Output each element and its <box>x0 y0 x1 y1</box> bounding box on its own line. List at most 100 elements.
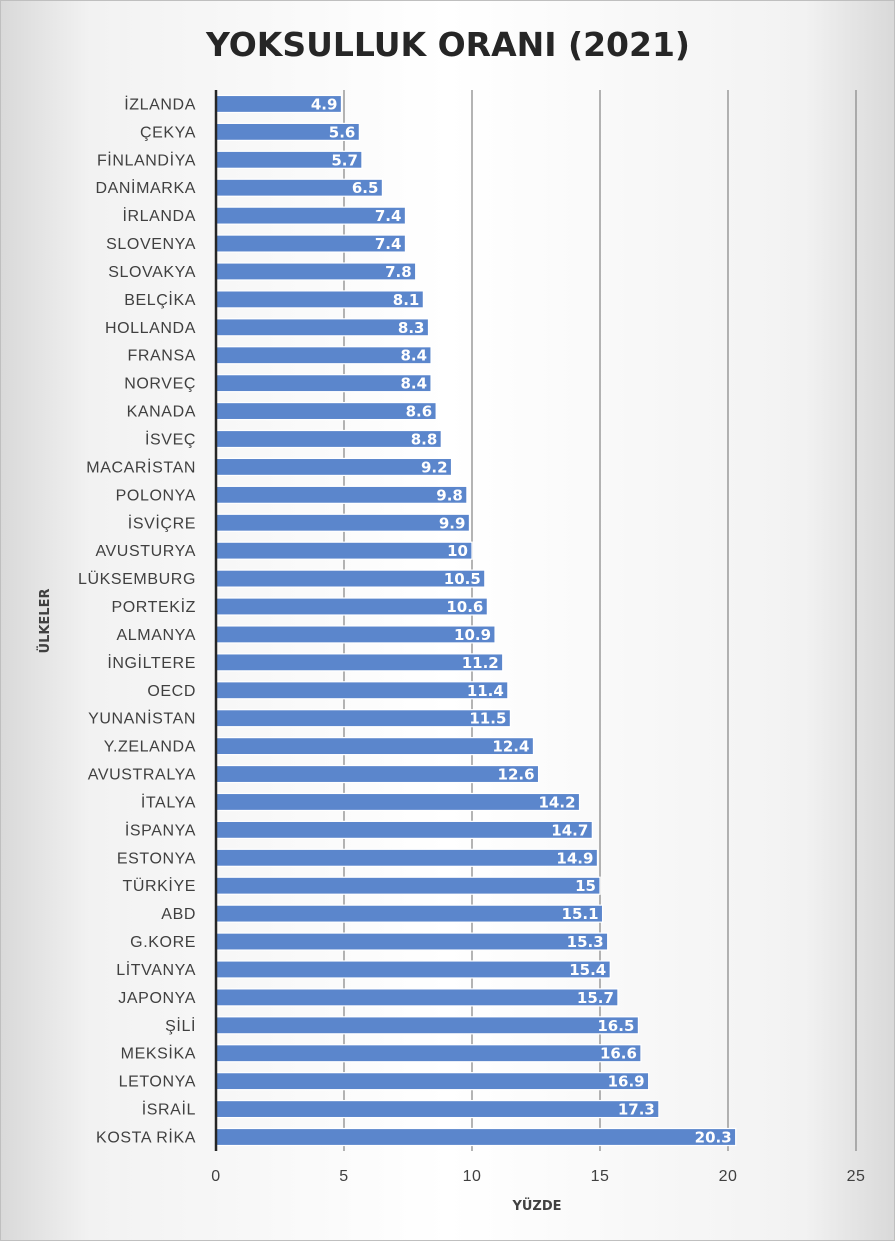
category-label: LİTVANYA <box>116 960 196 979</box>
bars: 4.9 5.6 5.7 6.5 7.4 7.4 7.8 8.1 8.3 8.4 8.4 8.6 8.8 9… <box>215 94 737 1147</box>
data-label: 15 <box>575 877 596 895</box>
category-label: İTALYA <box>141 792 196 811</box>
category-label: AVUSTURYA <box>95 543 196 560</box>
bar <box>215 932 609 951</box>
bar <box>215 1072 650 1091</box>
data-label: 16.6 <box>600 1045 637 1063</box>
bar <box>215 318 430 337</box>
category-label: TÜRKİYE <box>122 876 196 895</box>
category-label: MEKSİKA <box>121 1044 196 1063</box>
data-label: 11.5 <box>469 710 506 728</box>
data-label: 4.9 <box>311 95 338 113</box>
category-labels: İZLANDA ÇEKYA FİNLANDİYA DANİMARKA İRLANDA SL… <box>78 94 197 1146</box>
x-tick-label: 10 <box>463 1168 482 1185</box>
category-label: MACARİSTAN <box>86 457 196 476</box>
category-label: İZLANDA <box>124 94 196 113</box>
category-label: SLOVAKYA <box>108 264 196 281</box>
category-label: İSVİÇRE <box>128 513 196 532</box>
data-label: 14.7 <box>551 821 588 839</box>
bar <box>215 988 619 1007</box>
data-label: 11.2 <box>462 654 499 672</box>
data-label: 8.3 <box>398 319 425 337</box>
data-label: 8.4 <box>400 375 427 393</box>
category-label: İSRAİL <box>142 1100 196 1119</box>
data-label: 15.1 <box>562 905 599 923</box>
category-label: NORVEÇ <box>124 376 196 393</box>
data-label: 16.9 <box>608 1073 645 1091</box>
data-label: 6.5 <box>352 179 379 197</box>
category-label: POLONYA <box>116 487 196 504</box>
bar <box>215 764 540 784</box>
bar <box>215 401 437 421</box>
bar <box>215 541 473 560</box>
data-label: 9.8 <box>436 486 463 504</box>
data-label: 16.5 <box>597 1017 634 1035</box>
category-label: ABD <box>161 906 196 923</box>
category-label: KANADA <box>127 404 196 421</box>
data-label: 15.3 <box>567 933 604 951</box>
category-label: Y.ZELANDA <box>104 739 196 756</box>
data-label: 8.6 <box>406 403 433 421</box>
data-label: 12.4 <box>492 738 529 756</box>
data-label: 7.4 <box>375 235 402 253</box>
data-label: 8.4 <box>400 347 427 365</box>
x-tick-label: 25 <box>847 1168 866 1185</box>
data-label: 15.7 <box>577 989 614 1007</box>
bar <box>215 681 509 700</box>
data-label: 10.9 <box>454 626 491 644</box>
category-label: DANİMARKA <box>95 178 196 197</box>
bar <box>215 737 535 756</box>
bar <box>215 429 442 449</box>
data-label: 9.2 <box>421 458 448 476</box>
category-label: ALMANYA <box>117 627 196 644</box>
bar <box>215 820 593 839</box>
y-axis-title: ÜLKELER <box>37 589 53 654</box>
bar <box>215 960 611 979</box>
bar <box>215 346 432 365</box>
category-label: ÇEKYA <box>140 124 196 141</box>
category-label: İSVEÇ <box>145 430 196 449</box>
data-label: 5.7 <box>331 151 358 169</box>
data-label: 9.9 <box>439 514 466 532</box>
data-label: 7.8 <box>385 263 412 281</box>
bar <box>215 513 471 532</box>
x-tick-label: 15 <box>591 1168 610 1185</box>
data-label: 8.8 <box>411 431 438 449</box>
category-label: YUNANİSTAN <box>88 709 196 728</box>
category-label: JAPONYA <box>118 990 196 1007</box>
category-label: LETONYA <box>119 1074 196 1091</box>
category-label: SLOVENYA <box>106 236 196 253</box>
category-label: İRLANDA <box>122 206 196 225</box>
x-tick-labels: 0 5 10 15 20 25 <box>211 1168 865 1185</box>
data-label: 8.1 <box>393 291 420 309</box>
category-label: AVUSTRALYA <box>88 767 196 784</box>
category-label: FRANSA <box>128 348 197 365</box>
category-label: FİNLANDİYA <box>97 150 196 169</box>
data-label: 15.4 <box>569 961 606 979</box>
bar <box>215 792 581 812</box>
category-label: İNGİLTERE <box>107 653 196 672</box>
category-label: İSPANYA <box>125 820 196 839</box>
data-label: 17.3 <box>618 1101 655 1119</box>
category-label: LÜKSEMBURG <box>78 570 196 588</box>
bar <box>215 904 604 923</box>
x-tick-label: 20 <box>719 1168 738 1185</box>
bar <box>215 374 432 393</box>
data-label: 7.4 <box>375 207 402 225</box>
data-label: 14.2 <box>539 793 576 811</box>
bar <box>215 876 601 895</box>
bar <box>215 485 468 504</box>
chart-title: YOKSULLUK ORANI (2021) <box>205 25 690 64</box>
data-label: 20.3 <box>695 1129 732 1147</box>
bar <box>215 1099 660 1119</box>
data-label: 11.4 <box>467 682 504 700</box>
category-label: ŞİLİ <box>165 1016 196 1035</box>
x-tick-label: 5 <box>339 1168 348 1185</box>
bar <box>215 1127 737 1147</box>
data-label: 10 <box>447 542 468 560</box>
category-label: HOLLANDA <box>105 320 196 337</box>
data-label: 12.6 <box>498 766 535 784</box>
bar <box>215 709 511 728</box>
x-axis-title: YÜZDE <box>511 1198 561 1214</box>
